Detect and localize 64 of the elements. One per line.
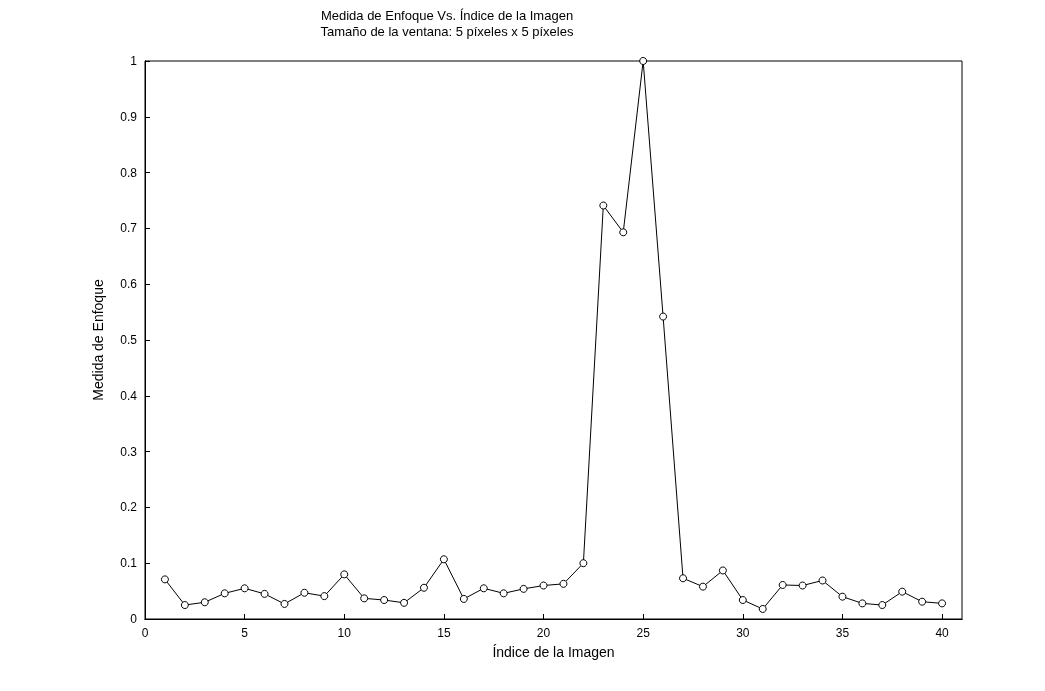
point — [579, 559, 588, 568]
y-axis-title: Medida de Enfoque — [90, 279, 106, 401]
point — [918, 597, 927, 606]
point — [419, 583, 428, 592]
point — [380, 596, 389, 605]
point — [738, 596, 747, 605]
point — [698, 582, 707, 591]
point — [798, 581, 807, 590]
point — [459, 594, 468, 603]
x-tick-label: 25 — [636, 626, 651, 640]
y-tick-label: 1 — [130, 54, 138, 68]
y-tick-label: 0.4 — [120, 388, 138, 403]
point — [240, 584, 249, 593]
point — [320, 592, 329, 601]
point — [260, 589, 269, 598]
y-tick-label: 0.3 — [120, 444, 138, 459]
point — [619, 228, 628, 237]
point — [160, 575, 169, 584]
x-tick-label: 35 — [835, 626, 850, 640]
chart-subtitle: Tamaño de la ventana: 5 píxeles x 5 píxeles — [320, 24, 574, 39]
point — [439, 555, 448, 564]
x-tick-label: 15 — [437, 626, 451, 640]
x-tick-label: 0 — [141, 626, 149, 640]
x-tick-label: 20 — [536, 626, 551, 640]
point — [818, 576, 827, 585]
point — [659, 312, 668, 321]
x-tick-label: 40 — [935, 626, 950, 640]
point — [539, 581, 548, 590]
point — [718, 566, 727, 575]
point — [200, 598, 209, 607]
point — [898, 587, 907, 596]
point — [938, 599, 947, 608]
y-tick-label: 0.8 — [120, 165, 138, 180]
chart-title: Medida de Enfoque Vs. Índice de la Imagen — [320, 8, 574, 23]
y-tick-label: 0.9 — [120, 109, 138, 124]
x-axis-title: Índice de la Imagen — [492, 644, 615, 660]
y-tick-label: 0.6 — [120, 277, 138, 292]
x-tick-label: 10 — [337, 626, 352, 640]
point — [599, 201, 608, 210]
point — [400, 598, 409, 607]
y-tick-label: 0.5 — [120, 333, 138, 347]
y-tick-label: 0 — [130, 612, 138, 626]
point — [499, 589, 508, 598]
point — [679, 574, 688, 583]
point — [519, 584, 528, 593]
point — [778, 580, 787, 589]
point — [220, 589, 229, 598]
point — [180, 601, 189, 610]
point — [479, 584, 488, 593]
point — [360, 594, 369, 603]
y-tick-label: 0.2 — [120, 500, 138, 515]
point — [858, 599, 867, 608]
point — [280, 599, 289, 608]
y-tick-label: 0.1 — [120, 556, 138, 571]
point — [300, 588, 309, 597]
point — [639, 57, 648, 65]
y-tick-label: 0.7 — [120, 221, 138, 236]
point — [838, 592, 847, 601]
point — [758, 604, 767, 613]
point — [878, 601, 887, 610]
point — [559, 579, 568, 588]
x-tick-label: 30 — [736, 626, 750, 640]
point — [340, 570, 349, 579]
x-tick-label: 5 — [241, 626, 249, 640]
